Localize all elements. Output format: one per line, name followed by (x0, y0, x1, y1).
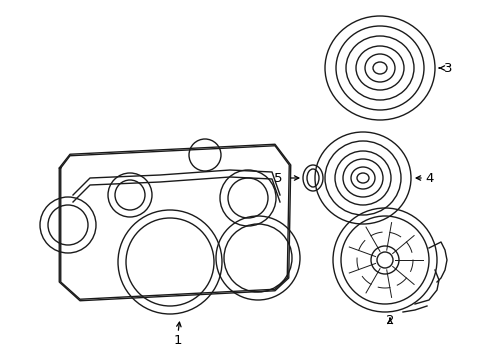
Text: 2: 2 (385, 314, 393, 327)
Text: 5: 5 (273, 171, 282, 185)
Text: 1: 1 (173, 333, 182, 346)
Text: 4: 4 (425, 171, 433, 185)
Text: 3: 3 (443, 62, 451, 75)
